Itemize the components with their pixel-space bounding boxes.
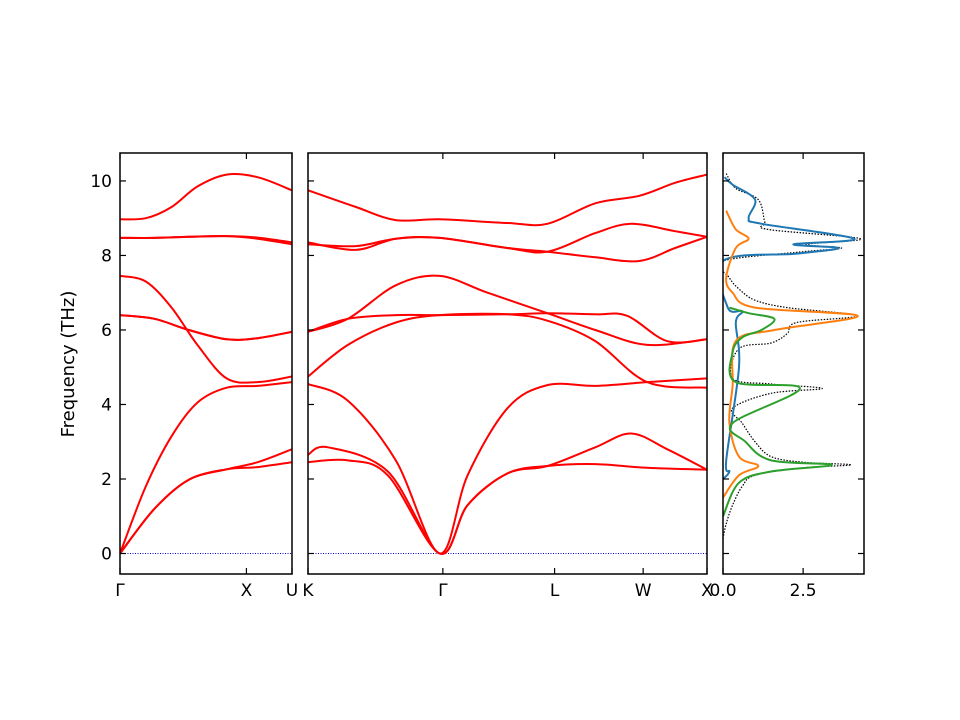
dos-panel: 0.0 2.5 — [709, 152, 865, 601]
y-axis-label: Frequency (THz) — [58, 291, 79, 438]
y-tick-label: 6 — [101, 321, 112, 341]
band-line-5 — [120, 274, 292, 384]
x-tick-label: Γ — [438, 581, 448, 601]
y-tick-label: 2 — [101, 470, 112, 490]
x-tick-label: K — [302, 581, 314, 601]
band-line-9 — [308, 173, 707, 227]
y-tick-label: 4 — [101, 395, 112, 415]
dos-line-1 — [723, 173, 862, 539]
dos-line-4 — [723, 306, 834, 517]
band-line-4 — [308, 312, 707, 389]
x-tick-label: L — [550, 581, 560, 601]
y-tick-label: 10 — [90, 172, 112, 192]
band-line-5 — [308, 312, 707, 344]
x-tick-label: X — [241, 581, 253, 601]
plot-area — [120, 173, 292, 555]
plot-area — [723, 173, 862, 539]
x-tick-label: W — [635, 581, 652, 601]
band-line-6 — [308, 274, 707, 347]
band-line-9 — [120, 173, 292, 221]
band-line-2 — [120, 461, 292, 555]
axes-frame — [119, 152, 293, 575]
dos-line-2 — [723, 176, 856, 480]
band-line-1 — [120, 448, 292, 555]
axes-frame — [307, 152, 708, 575]
band-line-2 — [308, 432, 707, 555]
band-line-7 — [308, 235, 707, 263]
x-tick-label: 0.0 — [709, 581, 736, 601]
band-panel-gamma-x-u: 0 2 4 6 8 10 Γ X U — [90, 152, 298, 601]
y-tick-label: 0 — [101, 545, 112, 565]
plot-area — [308, 173, 707, 555]
band-line-3 — [308, 377, 707, 555]
band-line-8 — [308, 222, 707, 254]
y-tick-label: 8 — [101, 246, 112, 266]
band-line-8 — [120, 235, 292, 246]
axes-frame — [722, 152, 865, 575]
x-tick-label: X — [701, 581, 713, 601]
x-tick-label: U — [286, 581, 298, 601]
x-tick-label: Γ — [115, 581, 125, 601]
x-tick-label: 2.5 — [790, 581, 817, 601]
band-line-6 — [120, 314, 292, 341]
dos-line-3 — [723, 210, 859, 499]
band-line-3 — [120, 381, 292, 554]
